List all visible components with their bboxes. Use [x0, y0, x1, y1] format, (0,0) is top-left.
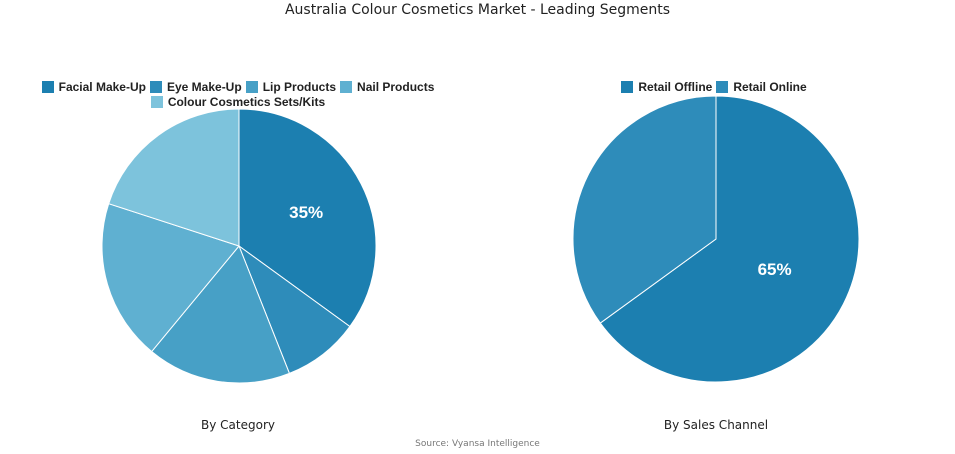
legend-swatch: [150, 96, 163, 108]
legend-swatch: [340, 81, 353, 93]
legend-item-nail-products[interactable]: Nail Products: [340, 80, 434, 95]
chart-title: Australia Colour Cosmetics Market - Lead…: [284, 2, 671, 18]
legend-item-eye-make-up[interactable]: Eye Make-Up: [149, 80, 242, 95]
pie-slice-facial-make-up[interactable]: [238, 108, 377, 328]
legend-swatch: [41, 81, 54, 93]
legend-item-colour-cosmetics-sets-kits[interactable]: Colour Cosmetics Sets/Kits: [150, 95, 325, 110]
sales-channel-subtitle: By Sales Channel: [663, 418, 769, 432]
category-subtitle: By Category: [201, 418, 275, 432]
slice-percent-label: 65%: [758, 260, 792, 279]
sales-channel-legend: Retail Offline Retail Online: [600, 80, 832, 95]
legend-item-lip-products[interactable]: Lip Products: [245, 80, 336, 95]
legend-item-retail-offline[interactable]: Retail Offline: [621, 80, 712, 95]
slice-percent-label: 35%: [289, 203, 323, 222]
pie-slice-nail-products[interactable]: [101, 203, 240, 353]
pie-slice-retail-offline[interactable]: [599, 95, 860, 383]
legend-item-facial-make-up[interactable]: Facial Make-Up: [41, 80, 146, 95]
category-legend: Facial Make-Up Eye Make-Up Lip Products Nai…: [40, 80, 440, 110]
legend-swatch: [621, 81, 634, 93]
pie-slice-colour-cosmetics-sets-kits[interactable]: [108, 108, 240, 247]
legend-swatch: [149, 81, 162, 93]
legend-swatch: [716, 81, 729, 93]
source-note: Source: Vyansa Intelligence: [415, 439, 540, 449]
pie-slice-lip-products[interactable]: [150, 245, 291, 384]
legend-swatch: [245, 81, 258, 93]
pie-slice-retail-online[interactable]: [572, 95, 717, 324]
legend-item-retail-online[interactable]: Retail Online: [716, 80, 807, 95]
